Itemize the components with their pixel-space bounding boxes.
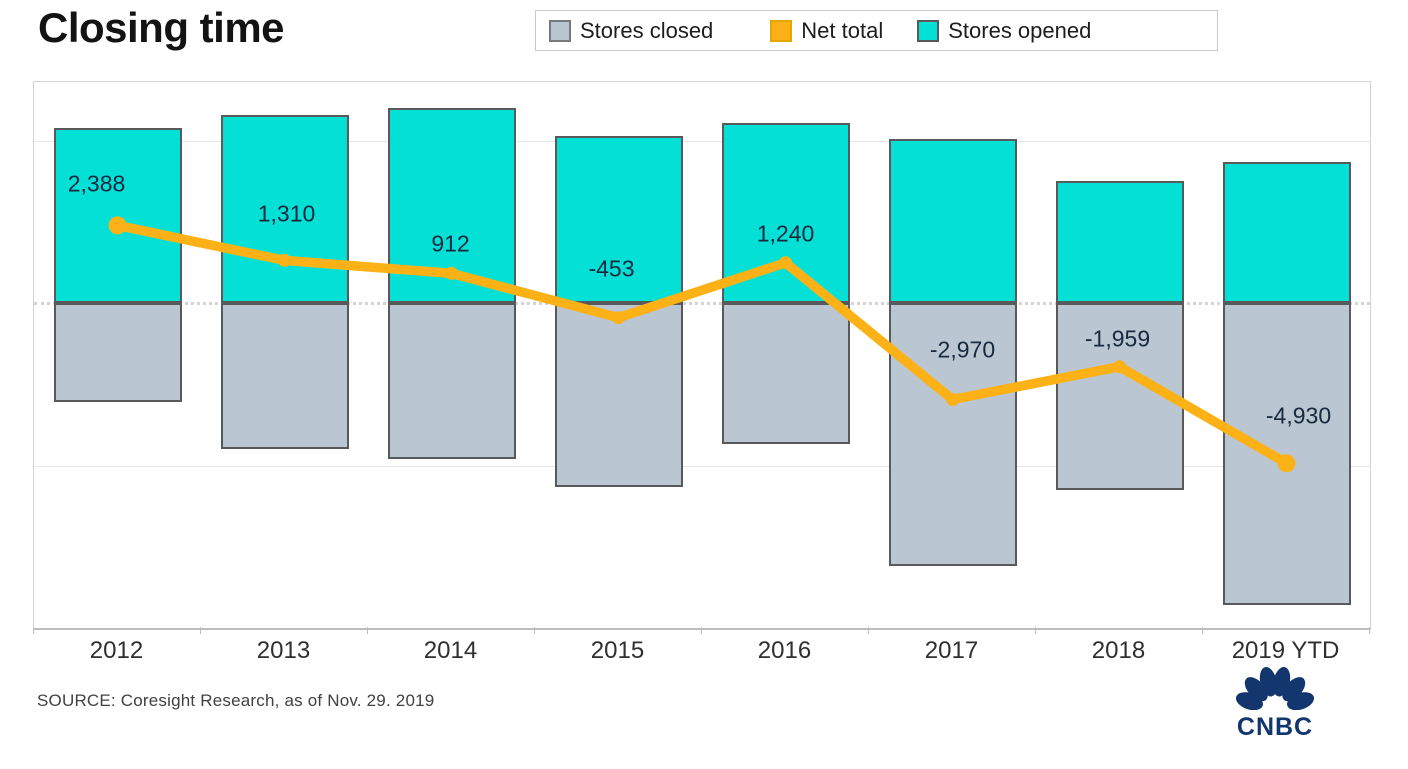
net-total-label-2013: 1,310	[257, 200, 316, 227]
legend-label: Stores closed	[580, 17, 714, 43]
bar-stores-closed-2016	[721, 303, 850, 445]
net-total-label-2012: 2,388	[67, 170, 126, 197]
net-total-label-2017: -2,970	[929, 336, 996, 362]
net-total-label-2015: -453	[588, 255, 635, 282]
x-axis-tick	[701, 627, 702, 634]
stores-opened-swatch-icon	[917, 19, 940, 42]
bar-stores-opened-2018	[1055, 181, 1184, 303]
x-label-2013: 2013	[256, 637, 311, 664]
net-total-swatch-icon	[770, 19, 793, 42]
bar-stores-opened-2012	[53, 127, 182, 303]
bar-stores-closed-2015	[554, 303, 683, 487]
legend: Stores closed Net total Stores opened	[535, 10, 1218, 51]
bar-stores-opened-2016	[721, 122, 850, 303]
x-label-2015: 2015	[590, 637, 645, 664]
legend-item-net-total: Net total	[770, 18, 883, 44]
bar-stores-closed-2014	[387, 303, 516, 459]
x-axis-tick	[1369, 627, 1370, 634]
legend-label: Stores opened	[948, 17, 1092, 43]
x-axis-tick	[200, 627, 201, 634]
cnbc-logo: CNBC	[1227, 666, 1323, 742]
bar-stores-opened-2019-ytd	[1222, 161, 1351, 303]
bar-stores-closed-2013	[220, 303, 349, 450]
legend-item-stores-opened: Stores opened	[917, 18, 1091, 44]
net-total-label-2019-ytd: -4,930	[1265, 402, 1332, 429]
stores-closed-swatch-icon	[549, 19, 571, 42]
bar-stores-opened-2014	[387, 108, 516, 303]
x-axis-tick	[868, 627, 869, 634]
net-total-label-2014: 912	[431, 230, 470, 257]
x-axis-tick	[1202, 627, 1203, 634]
x-axis-tick	[33, 627, 34, 634]
legend-item-stores-closed: Stores closed	[549, 18, 713, 44]
bar-stores-closed-2012	[53, 303, 182, 403]
chart-title: Closing time	[38, 4, 285, 51]
x-label-2018: 2018	[1091, 637, 1146, 664]
x-label-2016: 2016	[757, 637, 812, 664]
x-label-2017: 2017	[924, 637, 979, 664]
cnbc-peacock-icon	[1235, 667, 1315, 711]
plot-area: 2,388 1,310 912 -453 1,240 -2,970 -1,959 -4,930	[33, 81, 1371, 630]
bar-stores-closed-2019-ytd	[1222, 303, 1351, 606]
x-axis: 2012 2013 2014 2015 2016 2017 2018 2019 YTD	[33, 627, 1370, 667]
source-note: SOURCE: Coresight Research, as of Nov. 2…	[37, 691, 435, 710]
net-total-label-2018: -1,959	[1084, 325, 1151, 352]
x-axis-tick	[367, 627, 368, 634]
legend-label: Net total	[801, 17, 884, 43]
x-label-2012: 2012	[89, 637, 144, 664]
x-axis-tick	[534, 627, 535, 634]
x-label-2019-ytd: 2019 YTD	[1231, 637, 1340, 664]
x-label-2014: 2014	[423, 637, 478, 664]
x-axis-tick	[1035, 627, 1036, 634]
net-total-label-2016: 1,240	[756, 220, 815, 247]
gridline	[34, 140, 1370, 142]
cnbc-logo-text: CNBC	[1236, 713, 1314, 741]
bar-stores-opened-2017	[888, 138, 1017, 303]
